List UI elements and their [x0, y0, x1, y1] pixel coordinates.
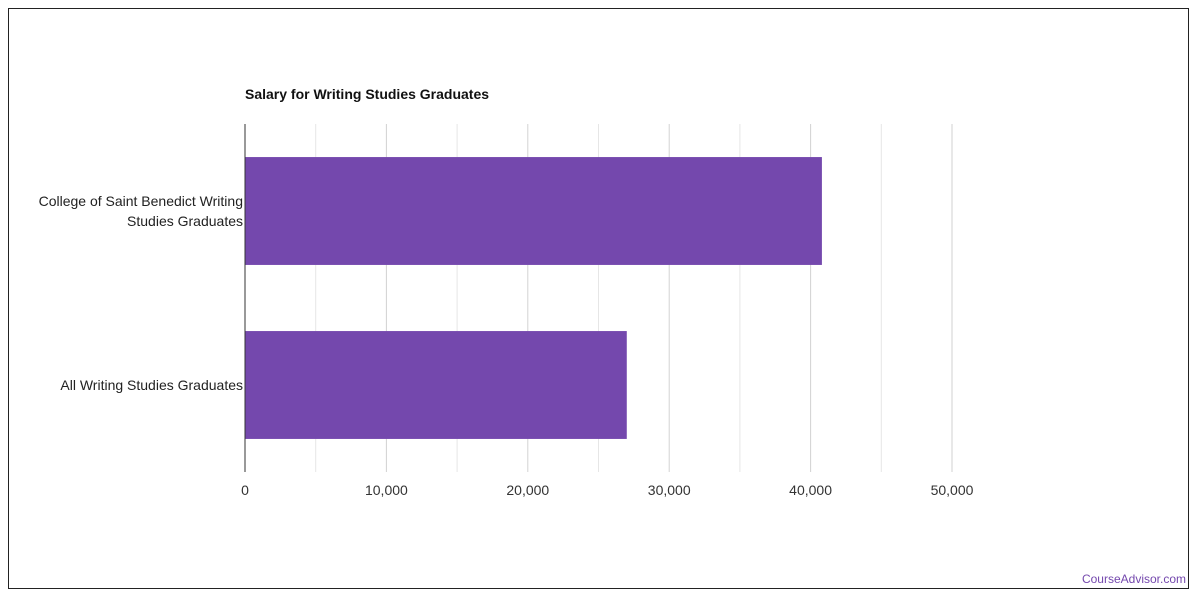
category-labels: College of Saint Benedict Writing Studies…	[39, 193, 243, 393]
x-tick-label: 50,000	[931, 482, 974, 498]
x-tick-label: 30,000	[648, 482, 691, 498]
bars	[245, 157, 822, 439]
bar[interactable]	[245, 331, 627, 439]
source-credit[interactable]: CourseAdvisor.com	[1081, 572, 1186, 586]
category-label: All Writing Studies Graduates	[60, 377, 243, 393]
bar[interactable]	[245, 157, 822, 265]
category-label: College of Saint Benedict Writing Studies…	[39, 193, 243, 229]
x-tick-labels: 0 10,000 20,000 30,000 40,000 50,000	[241, 482, 974, 498]
chart-title: Salary for Writing Studies Graduates	[245, 86, 489, 102]
x-tick-label: 0	[241, 482, 249, 498]
x-tick-label: 40,000	[789, 482, 832, 498]
x-tick-label: 20,000	[506, 482, 549, 498]
x-tick-label: 10,000	[365, 482, 408, 498]
